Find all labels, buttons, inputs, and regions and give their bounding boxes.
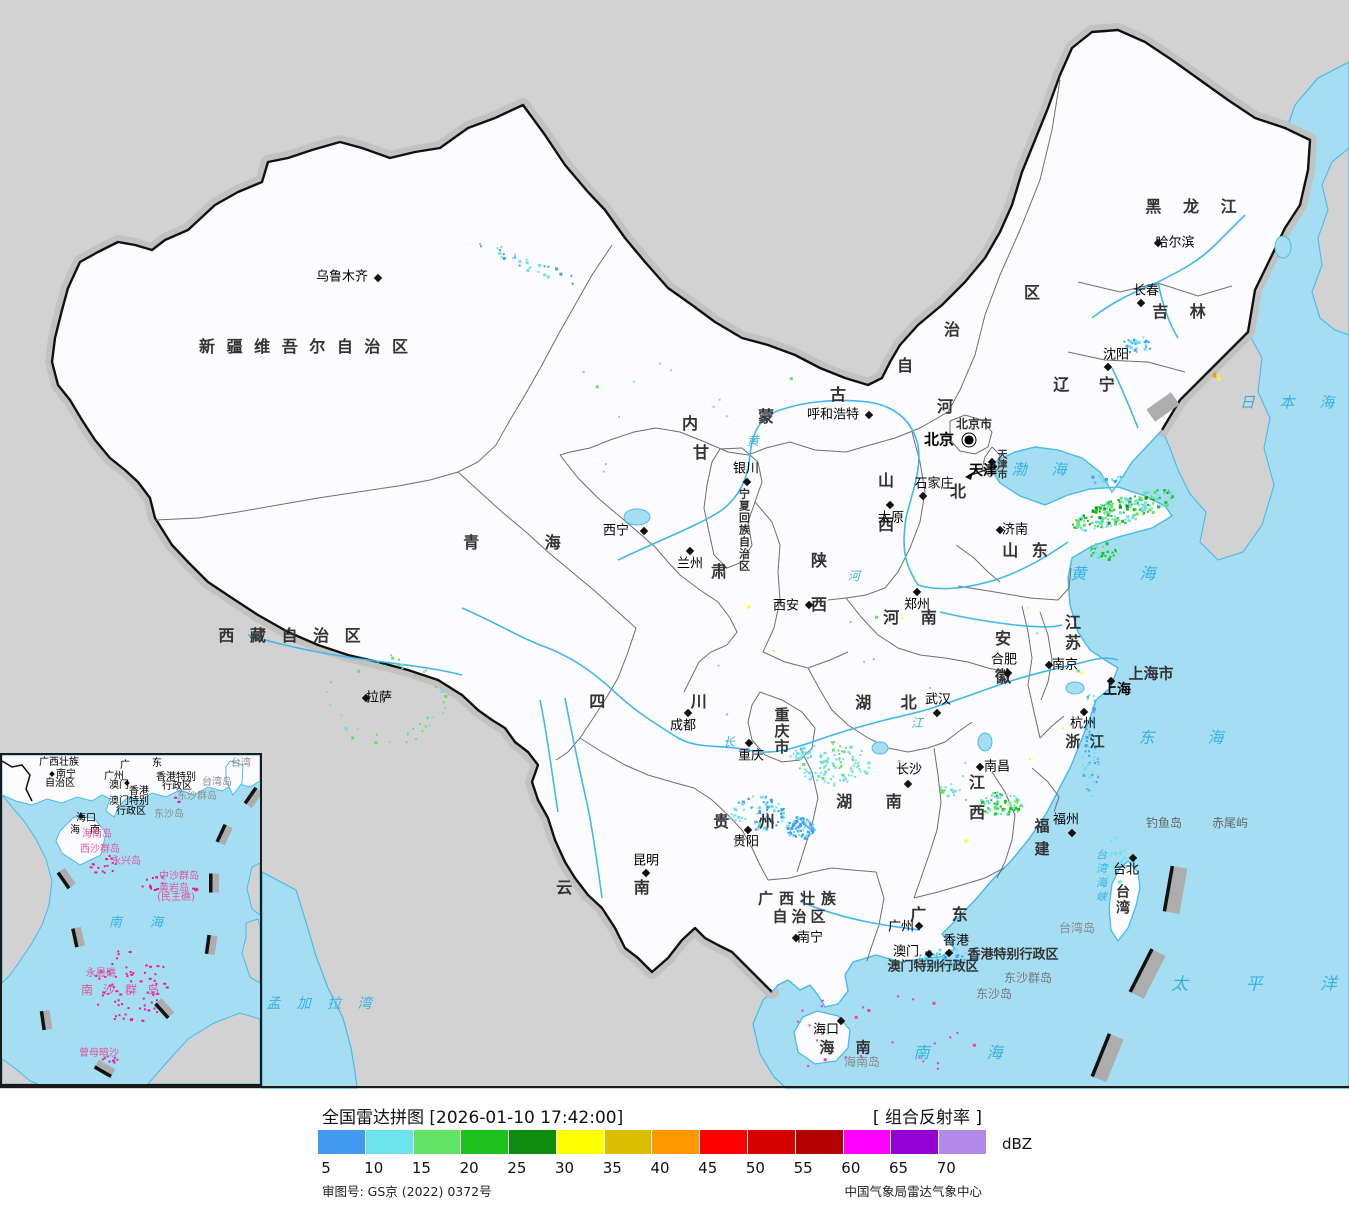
data-credit: 中国气象局雷达气象中心 [844,1184,982,1199]
rivers [247,214,1246,931]
product-type-label: [ 组合反射率 ] [872,1108,982,1128]
colorbar-seg-10 [365,1130,413,1154]
colorbar-seg-25 [509,1130,556,1154]
colorbar-seg-30 [556,1130,604,1154]
map-frame-line [0,1086,1349,1088]
nine-dash-segments [1090,392,1188,1083]
lakes [623,235,1292,755]
china-coastline [771,429,1174,1008]
inset-land [2,755,260,1084]
inset-borneo [147,1012,260,1084]
japan-coast-edge [1311,147,1349,336]
yellow-river [617,399,1069,590]
colorbar-seg-70 [939,1130,986,1154]
map-license-number: 审图号: GS京 (2022) 0372号 [322,1184,492,1199]
china-radar-map: 黑 龙 江吉 林辽 宁内蒙古自治区新 疆 维 吾 尔 自 治 区青 海西 藏 自… [0,0,1349,1089]
tick-40: 40 [650,1159,670,1177]
tick-25: 25 [507,1159,527,1177]
colorbar-seg-5 [318,1130,365,1154]
inset-hainan [55,816,107,866]
inset-geography-svg [2,755,260,1084]
tick-15: 15 [411,1159,431,1177]
legend-panel: 全国雷达拼图 [2026-01-10 17:42:00] [ 组合反射率 ] d… [0,1089,1349,1208]
colorbar-seg-60 [843,1130,891,1154]
tick-30: 30 [555,1159,575,1177]
colorbar-seg-50 [748,1130,795,1154]
islands [793,860,1141,1065]
tick-10: 10 [364,1159,384,1177]
taiwan-island [1108,860,1141,943]
tick-35: 35 [602,1159,622,1177]
china-landmass [52,30,1310,1007]
tianjin-arrow [965,465,998,480]
map-geography-svg [45,23,1349,1089]
national-border [50,28,1312,993]
province-boundaries [155,79,1233,962]
colorbar-seg-65 [891,1130,939,1154]
tick-45: 45 [698,1159,718,1177]
pearl-river [801,901,921,931]
colorbar-seg-20 [461,1130,509,1154]
songhua-river [1091,214,1246,319]
colorbar-seg-45 [700,1130,748,1154]
inset-indochina [2,794,53,984]
tick-20: 20 [459,1159,479,1177]
huai-river [939,611,1063,628]
inset-taiwan [225,760,244,796]
tick-55: 55 [793,1159,813,1177]
tick-70: 70 [936,1159,956,1177]
colorbar-ticks: 5 10 15 20 25 30 35 40 45 50 55 60 65 70 [318,1159,986,1177]
inset-island-specks [89,796,199,1064]
tick-60: 60 [841,1159,861,1177]
south-china-sea-inset: 广西壮族 自治区 南宁广东广州 澳门 香港 香港特别 行政区 澳门特别 行政区 海口海南东沙群岛东… [0,753,262,1086]
yarlung-river [247,634,463,676]
tick-65: 65 [889,1159,909,1177]
colorbar-seg-35 [604,1130,652,1154]
tick-5: 5 [321,1159,331,1177]
colorbar-seg-15 [413,1130,461,1154]
product-title: 全国雷达拼图 [2026-01-10 17:42:00] [322,1108,624,1128]
inset-china-coast [2,755,260,818]
dbz-colorbar [318,1130,986,1154]
radar-echo-layer [326,243,1221,1070]
inset-nine-dash [39,786,260,1078]
colorbar-seg-40 [652,1130,700,1154]
colorbar-seg-55 [795,1130,843,1154]
colorbar-unit: dBZ [1002,1135,1033,1153]
inset-national-border [2,760,33,802]
yangtze-river [461,607,1119,753]
tick-50: 50 [745,1159,765,1177]
